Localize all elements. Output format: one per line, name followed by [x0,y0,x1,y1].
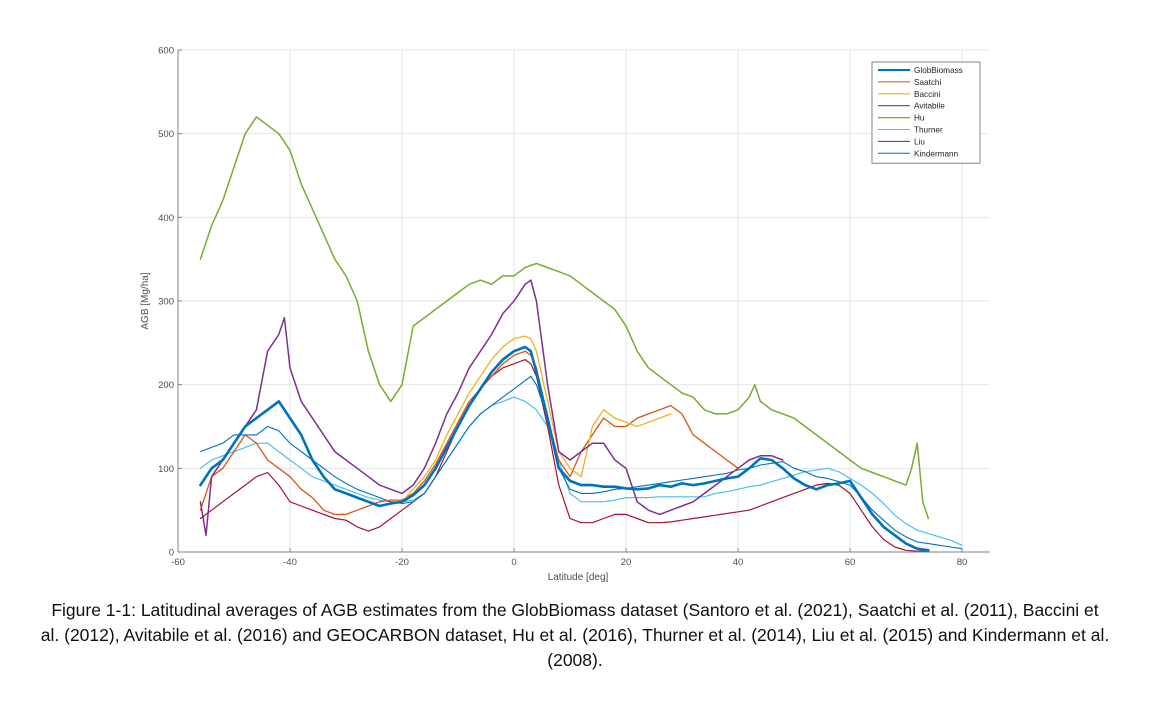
y-tick-label: 0 [169,548,174,559]
y-tick-label: 600 [158,46,174,57]
y-tick-label: 300 [158,297,174,308]
y-axis-label: AGB [Mg/ha] [140,272,151,329]
legend-label-hu: Hu [914,114,925,123]
legend-label-baccini: Baccini [914,90,941,99]
x-tick-label: 80 [957,557,968,568]
axes [177,49,990,553]
x-tick-label: -60 [171,557,185,568]
chart: -60 -40 -20 0 20 40 60 80 0 100 200 300 400 500 600 L… [140,46,990,583]
legend: GlobBiomass Saatchi Baccini Avitabile Hu Thur… [871,61,981,164]
series-line-globbiomass [199,345,930,552]
x-tick-label: 20 [621,557,632,568]
legend-box [871,61,981,164]
series-line-hu [199,116,930,520]
series-line-baccini [401,335,672,503]
y-tick-labels: 0 100 200 300 400 500 600 [158,46,174,559]
series-lines [199,116,963,552]
series-line-kindermann [199,375,963,550]
series-line-avitabile [199,279,784,537]
y-tick-label: 400 [158,213,174,224]
legend-label-kindermann: Kindermann [914,149,959,158]
y-tick-label: 200 [158,380,174,391]
x-axis-label: Latitude [deg] [548,572,609,583]
x-tick-label: -40 [283,557,297,568]
y-tick-label: 500 [158,129,174,140]
legend-label-avitabile: Avitabile [914,102,945,111]
x-tick-label: -20 [395,557,409,568]
x-tick-label: 40 [733,557,744,568]
x-tick-labels: -60 -40 -20 0 20 40 60 80 [171,557,967,568]
legend-label-saatchi: Saatchi [914,78,941,87]
gridlines [177,49,990,553]
legend-label-thurner: Thurner [914,126,943,135]
x-tick-label: 60 [845,557,856,568]
figure-caption: Figure 1-1: Latitudinal averages of AGB … [40,600,1110,670]
y-tick-label: 100 [158,464,174,475]
x-tick-label: 0 [511,557,516,568]
series-line-liu [199,359,930,552]
legend-label-liu: Liu [914,137,925,146]
legend-label-globbiomass: GlobBiomass [914,66,963,75]
